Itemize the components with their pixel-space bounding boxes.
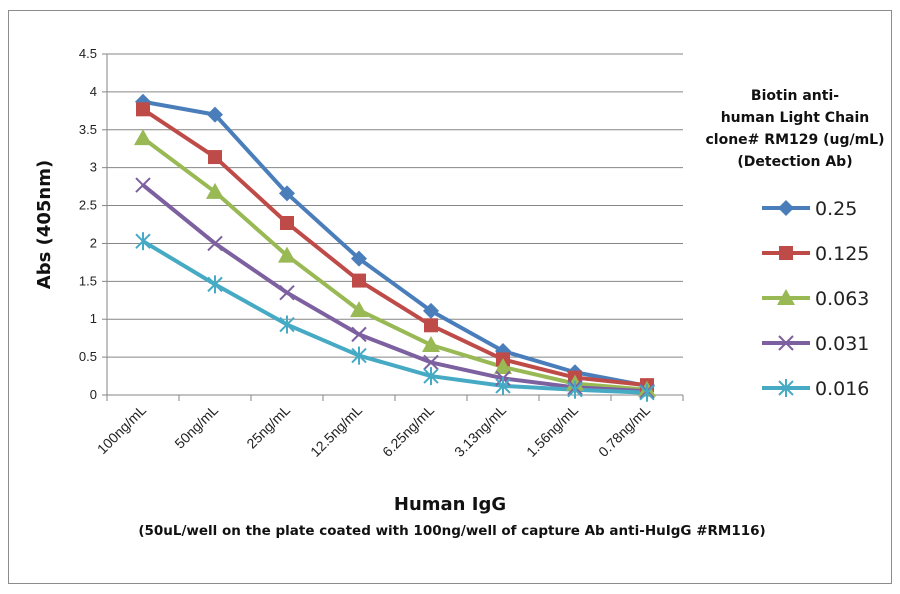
legend-label: 0.125 [815,243,869,265]
x-tick-label: 0.78ng/mL [595,402,653,460]
data-point-0.031 [207,235,223,252]
data-point-0.25 [279,185,295,202]
data-point-0.063 [206,182,224,199]
data-point-0.125 [424,318,438,333]
x-axis-subtitle: (50uL/well on the plate coated with 100n… [138,523,765,539]
data-point-0.25 [351,250,367,267]
y-tick-label: 1 [90,311,97,326]
data-point-0.016 [639,383,655,402]
y-tick-label: 0.5 [79,349,97,364]
legend-label: 0.016 [815,378,869,400]
data-point-0.031 [135,177,151,193]
y-tick-label: 2 [90,235,97,250]
data-point-0.25 [423,302,439,319]
legend-marker-0.25 [778,200,794,216]
legend-title: (Detection Ab) [737,154,852,170]
y-tick-label: 4 [90,84,97,99]
series-line-0.031 [141,183,648,394]
y-tick-label: 4.5 [79,46,97,61]
legend-title: Biotin anti- [751,88,839,104]
legend-marker-0.125 [779,246,793,260]
series-line-0.063 [141,136,648,392]
x-tick-label: 12.5ng/mL [307,402,365,460]
data-point-0.016 [279,315,295,334]
legend-marker-0.016 [778,379,794,397]
data-point-0.125 [208,150,222,165]
data-point-0.063 [422,335,440,352]
data-point-0.016 [135,232,151,251]
data-point-0.125 [352,273,366,288]
data-point-0.063 [494,357,512,374]
data-point-0.063 [134,129,152,146]
y-tick-label: 3 [90,160,97,175]
data-point-0.031 [351,326,367,343]
data-point-0.125 [280,215,294,230]
data-point-0.016 [567,380,583,399]
y-tick-label: 2.5 [79,198,97,213]
data-point-0.125 [136,102,150,117]
legend-label: 0.063 [815,288,869,310]
y-tick-label: 3.5 [79,122,97,137]
y-tick-label: 1.5 [79,273,97,288]
legend-marker-0.031 [778,335,794,351]
data-point-0.031 [423,354,439,371]
data-point-0.031 [279,284,295,301]
x-tick-label: 1.56ng/mL [523,402,581,460]
data-point-0.016 [495,376,511,395]
data-point-0.063 [350,301,368,318]
legend-label: 0.031 [815,333,869,355]
x-axis-title: Human IgG [394,494,506,515]
legend-title: clone# RM129 (ug/mL) [706,132,885,148]
x-tick-label: 3.13ng/mL [451,402,509,460]
series-line-0.25 [142,99,648,388]
legend-title: human Light Chain [721,110,870,126]
data-point-0.016 [207,275,223,294]
legend-label: 0.25 [815,198,857,220]
x-tick-label: 25ng/mL [243,402,293,452]
data-point-0.016 [423,367,439,386]
series-line-0.125 [141,107,648,388]
data-point-0.016 [351,346,367,365]
chart-frame [8,10,892,584]
x-tick-label: 100ng/mL [94,402,149,457]
data-point-0.063 [278,246,296,263]
x-tick-label: 50ng/mL [171,402,221,452]
data-point-0.25 [207,106,223,123]
legend-marker-0.063 [777,289,795,305]
y-axis-title: Abs (405nm) [34,160,55,289]
y-tick-label: 0 [90,387,97,402]
x-tick-label: 6.25ng/mL [379,402,437,460]
series-line-0.016 [141,239,648,395]
